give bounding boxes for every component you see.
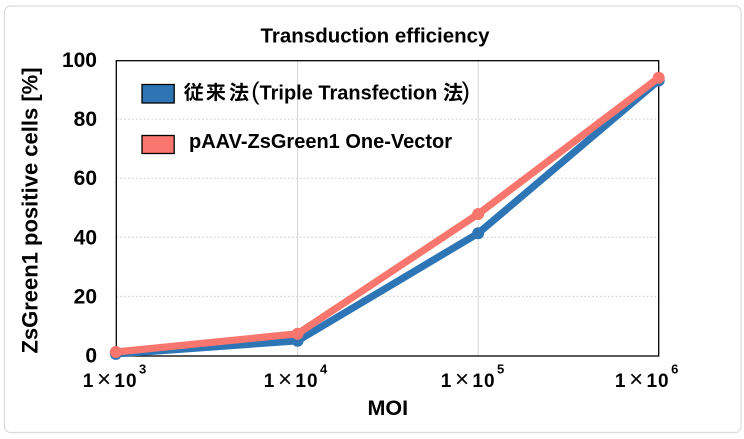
svg-text:60: 60 — [74, 167, 97, 190]
svg-text:): ) — [462, 78, 470, 106]
svg-text:40: 40 — [74, 226, 97, 249]
svg-text:Transduction efficiency: Transduction efficiency — [261, 25, 491, 48]
svg-text:pAAV-ZsGreen1 One-Vector: pAAV-ZsGreen1 One-Vector — [189, 131, 452, 153]
svg-text:ZsGreen1 positive cells [%]: ZsGreen1 positive cells [%] — [18, 67, 43, 353]
svg-text:Triple Transfection: Triple Transfection — [260, 83, 438, 105]
svg-text:(: ( — [251, 78, 260, 106]
svg-text:MOI: MOI — [367, 396, 408, 420]
svg-text:80: 80 — [74, 108, 97, 131]
svg-text:0: 0 — [85, 345, 97, 368]
svg-text:100: 100 — [62, 49, 97, 72]
svg-text:20: 20 — [74, 285, 97, 308]
